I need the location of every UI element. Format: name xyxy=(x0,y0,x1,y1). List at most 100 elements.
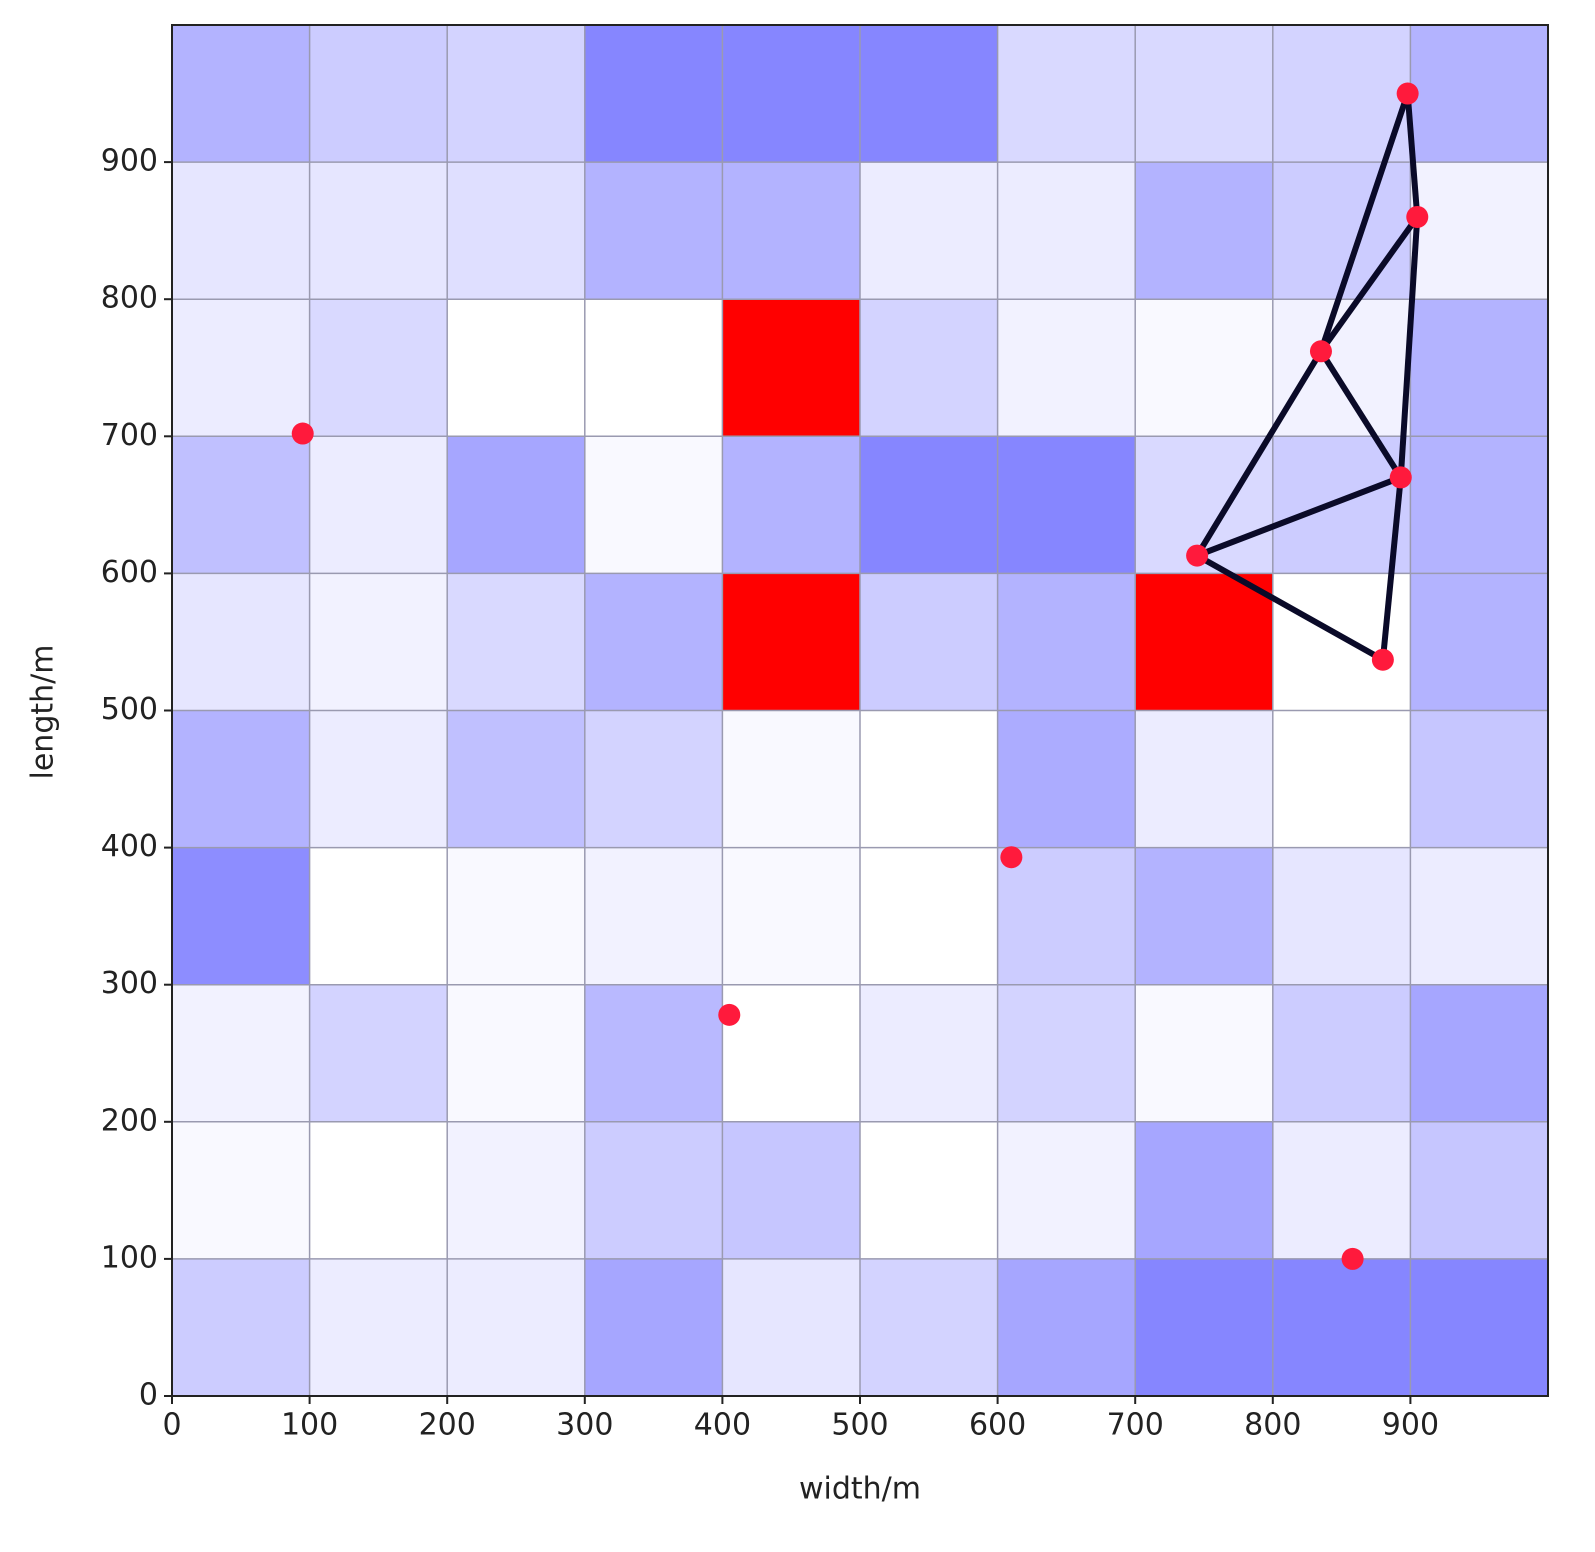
heatmap-cell xyxy=(997,162,1136,300)
edge xyxy=(1196,474,1402,559)
heatmap-cell xyxy=(447,436,585,574)
heatmap-cell xyxy=(309,25,448,163)
point xyxy=(1389,466,1412,489)
heatmap-cell xyxy=(172,299,310,437)
heatmap-cell xyxy=(584,710,723,848)
heatmap-cell xyxy=(584,25,723,163)
point xyxy=(1000,846,1023,869)
heatmap-cell xyxy=(1135,299,1273,437)
heatmap-cell xyxy=(309,710,448,848)
edge xyxy=(1379,477,1404,661)
heatmap-cell xyxy=(997,573,1136,711)
heatmap-cell xyxy=(860,299,998,437)
y-tick-label: 900 xyxy=(101,144,158,179)
heatmap-cell xyxy=(447,1258,585,1396)
heatmap-cell xyxy=(1410,847,1548,985)
heatmap-cell xyxy=(309,299,448,437)
heatmap-cell xyxy=(447,1121,585,1259)
heatmap-cell xyxy=(172,25,310,163)
heatmap-cell xyxy=(1410,573,1548,711)
heatmap-cell xyxy=(1410,162,1548,300)
heatmap-cell xyxy=(722,162,860,300)
y-axis-label: length/m xyxy=(26,645,61,780)
y-tick-label: 400 xyxy=(101,829,158,864)
heatmap-cell xyxy=(1272,1258,1411,1396)
heatmap-cell xyxy=(1135,162,1273,300)
heatmap-cell xyxy=(997,710,1136,848)
heatmap-cell xyxy=(722,1258,860,1396)
heatmap-cell xyxy=(1410,1121,1548,1259)
heatmap-cell xyxy=(860,1121,998,1259)
heatmap-cell xyxy=(997,847,1136,985)
heatmap-cell xyxy=(309,1121,448,1259)
heatmap-cell xyxy=(447,162,585,300)
x-axis-label: width/m xyxy=(799,1472,921,1507)
x-tick-label: 900 xyxy=(1382,1408,1439,1443)
point xyxy=(1371,648,1394,671)
heatmap-cell xyxy=(584,1258,723,1396)
y-tick-label: 200 xyxy=(101,1103,158,1138)
heatmap-cell xyxy=(997,1258,1136,1396)
heatmap-cell xyxy=(1135,1258,1273,1396)
heatmap-cell xyxy=(172,710,310,848)
point xyxy=(718,1003,741,1026)
heatmap-cell xyxy=(584,436,723,574)
point xyxy=(1309,340,1332,363)
x-tick-label: 0 xyxy=(162,1408,181,1443)
heatmap-cell xyxy=(1410,299,1548,437)
heatmap-cell xyxy=(172,1258,310,1396)
heatmap-cell xyxy=(722,710,860,848)
heatmap-cell xyxy=(860,25,998,163)
heatmap-cell xyxy=(997,436,1136,574)
x-tick-label: 500 xyxy=(831,1408,888,1443)
x-tick-label: 100 xyxy=(281,1408,338,1443)
y-tick-label: 700 xyxy=(101,418,158,453)
heatmap-cell xyxy=(860,847,998,985)
heatmap-cell xyxy=(309,1258,448,1396)
edge xyxy=(1195,552,1385,663)
heatmap-cell xyxy=(1135,1121,1273,1259)
heatmap-cell xyxy=(309,436,448,574)
heatmap-cell xyxy=(172,573,310,711)
x-tick-label: 200 xyxy=(419,1408,476,1443)
y-tick-label: 0 xyxy=(139,1378,158,1413)
plot-frame xyxy=(171,24,1549,1397)
y-tick-label: 800 xyxy=(101,281,158,316)
heatmap-cell xyxy=(997,984,1136,1122)
heatmap-cell xyxy=(1410,436,1548,574)
heatmap-cell xyxy=(447,299,585,437)
heatmap-cell xyxy=(584,299,723,437)
heatmap-cell xyxy=(1135,984,1273,1122)
heatmap-cell xyxy=(722,25,860,163)
edge xyxy=(1318,349,1404,480)
heatmap-cell xyxy=(172,847,310,985)
heatmap-cell xyxy=(1410,984,1548,1122)
x-tick-label: 700 xyxy=(1107,1408,1164,1443)
heatmap-cell xyxy=(447,573,585,711)
heatmap-cell xyxy=(860,162,998,300)
heatmap-cell xyxy=(584,984,723,1122)
heatmap-cell xyxy=(584,1121,723,1259)
heatmap-cell xyxy=(447,710,585,848)
x-tick-label: 800 xyxy=(1244,1408,1301,1443)
heatmap-cell xyxy=(1272,1121,1411,1259)
edge xyxy=(1194,349,1324,558)
heatmap-cell xyxy=(1410,25,1548,163)
heatmap-cell xyxy=(1135,847,1273,985)
x-tick-label: 400 xyxy=(694,1408,751,1443)
obstacle-cell xyxy=(722,299,860,437)
heatmap-cell xyxy=(309,573,448,711)
heatmap-cell xyxy=(860,710,998,848)
heatmap-cell xyxy=(997,1121,1136,1259)
edge xyxy=(1318,92,1411,353)
heatmap-cell xyxy=(860,436,998,574)
heatmap-cell xyxy=(447,847,585,985)
point xyxy=(1396,82,1419,105)
heatmap-cell xyxy=(172,436,310,574)
heatmap-cell xyxy=(1410,710,1548,848)
heatmap-cell xyxy=(997,25,1136,163)
heatmap-cell xyxy=(1410,1258,1548,1396)
heatmap-cell xyxy=(1135,25,1273,163)
heatmap-cell xyxy=(1135,710,1273,848)
